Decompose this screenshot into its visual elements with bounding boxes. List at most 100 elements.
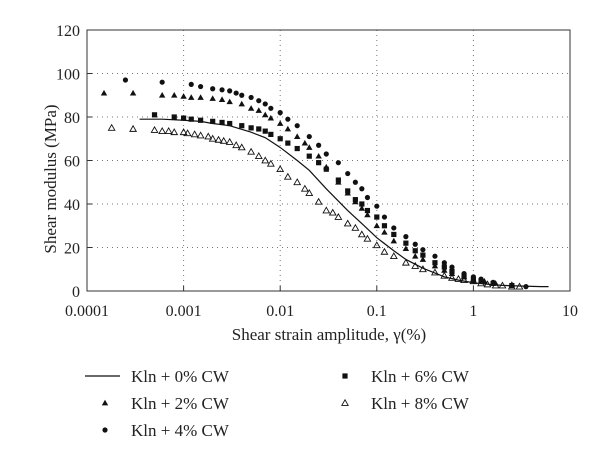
data-point (239, 92, 245, 98)
data-point (181, 115, 187, 121)
data-point (449, 264, 455, 270)
data-point (454, 274, 463, 282)
y-tick-label: 100 (56, 67, 80, 84)
data-point (390, 237, 398, 244)
data-point (107, 123, 116, 131)
x-tick-label: 0.1 (367, 303, 387, 320)
data-point (352, 179, 358, 185)
legend-label: Kln + 8% CW (371, 394, 470, 413)
data-point (432, 260, 438, 266)
data-point (188, 116, 194, 122)
data-point (164, 127, 173, 134)
data-point (210, 86, 216, 92)
data-point (477, 279, 486, 287)
data-point (261, 156, 270, 164)
data-point (323, 151, 329, 157)
data-point (420, 247, 426, 253)
data-point (432, 253, 438, 259)
data-point (358, 205, 366, 211)
data-point (412, 253, 419, 259)
data-point (300, 184, 309, 192)
data-point (523, 284, 529, 290)
data-point (150, 125, 159, 133)
data-point (364, 194, 371, 201)
data-point (239, 123, 245, 129)
data-point (381, 229, 388, 235)
legend-item: Kln + 4% CW (102, 421, 230, 440)
x-tick-label: 0.01 (266, 303, 294, 320)
data-point (196, 131, 205, 139)
data-point (129, 124, 138, 132)
legend-swatch (101, 399, 109, 406)
data-point (208, 134, 217, 142)
data-point (293, 178, 302, 186)
data-point (204, 132, 213, 140)
data-point (171, 92, 178, 98)
data-point (266, 159, 275, 167)
data-point (420, 252, 426, 258)
data-point (277, 120, 284, 126)
data-point (515, 282, 524, 290)
data-point (430, 268, 439, 276)
legend-item: Kln + 6% CW (342, 367, 470, 386)
legend-label: Kln + 4% CW (131, 421, 230, 440)
data-point (248, 94, 254, 101)
data-point (256, 98, 262, 104)
data-point (227, 120, 233, 127)
data-point (301, 139, 309, 146)
x-tick-label: 10 (562, 303, 578, 320)
data-point (188, 94, 195, 100)
data-point (255, 107, 262, 113)
legend-label: Kln + 6% CW (371, 367, 470, 386)
data-point (345, 170, 351, 177)
data-point (219, 87, 225, 93)
y-axis-title: Shear modulus (MPa) (41, 104, 60, 253)
data-point (237, 143, 246, 151)
data-point (232, 141, 241, 149)
legend: Kln + 0% CW Kln + 2% CW Kln + 4% CW Kln + 6… (85, 367, 470, 440)
data-point (343, 219, 352, 227)
data-point (357, 230, 366, 238)
data-point (218, 96, 226, 102)
series-kln-0-cw (139, 118, 549, 288)
data-point (219, 119, 225, 126)
data-point (276, 165, 285, 173)
series-kln-8-cw (107, 123, 524, 290)
data-point (268, 131, 274, 137)
data-point (328, 208, 337, 216)
data-point (262, 101, 268, 107)
data-point (170, 128, 179, 136)
data-point (364, 207, 371, 214)
y-tick-label: 0 (72, 284, 80, 301)
data-point (412, 241, 418, 247)
data-point (315, 152, 322, 159)
data-point (190, 130, 199, 138)
data-point (233, 90, 239, 96)
data-point (277, 110, 283, 116)
data-point (441, 267, 448, 273)
data-point (210, 118, 216, 124)
data-point (247, 147, 256, 155)
legend-swatch (342, 373, 348, 379)
data-point (254, 152, 263, 160)
data-series (100, 77, 549, 290)
data-point (247, 105, 255, 111)
data-point (412, 248, 418, 254)
series-line (139, 118, 549, 288)
data-point (256, 126, 262, 132)
data-point (470, 277, 476, 283)
data-point (100, 89, 108, 96)
data-point (374, 214, 380, 220)
data-point (359, 186, 365, 192)
data-point (122, 77, 129, 83)
data-point (209, 95, 216, 101)
data-point (225, 137, 234, 145)
data-point (262, 128, 268, 134)
data-point (335, 160, 341, 166)
legend-item: Kln + 2% CW (101, 394, 230, 413)
data-point (490, 280, 496, 286)
data-point (403, 240, 409, 246)
legend-swatch (341, 398, 349, 406)
data-point (285, 116, 291, 122)
